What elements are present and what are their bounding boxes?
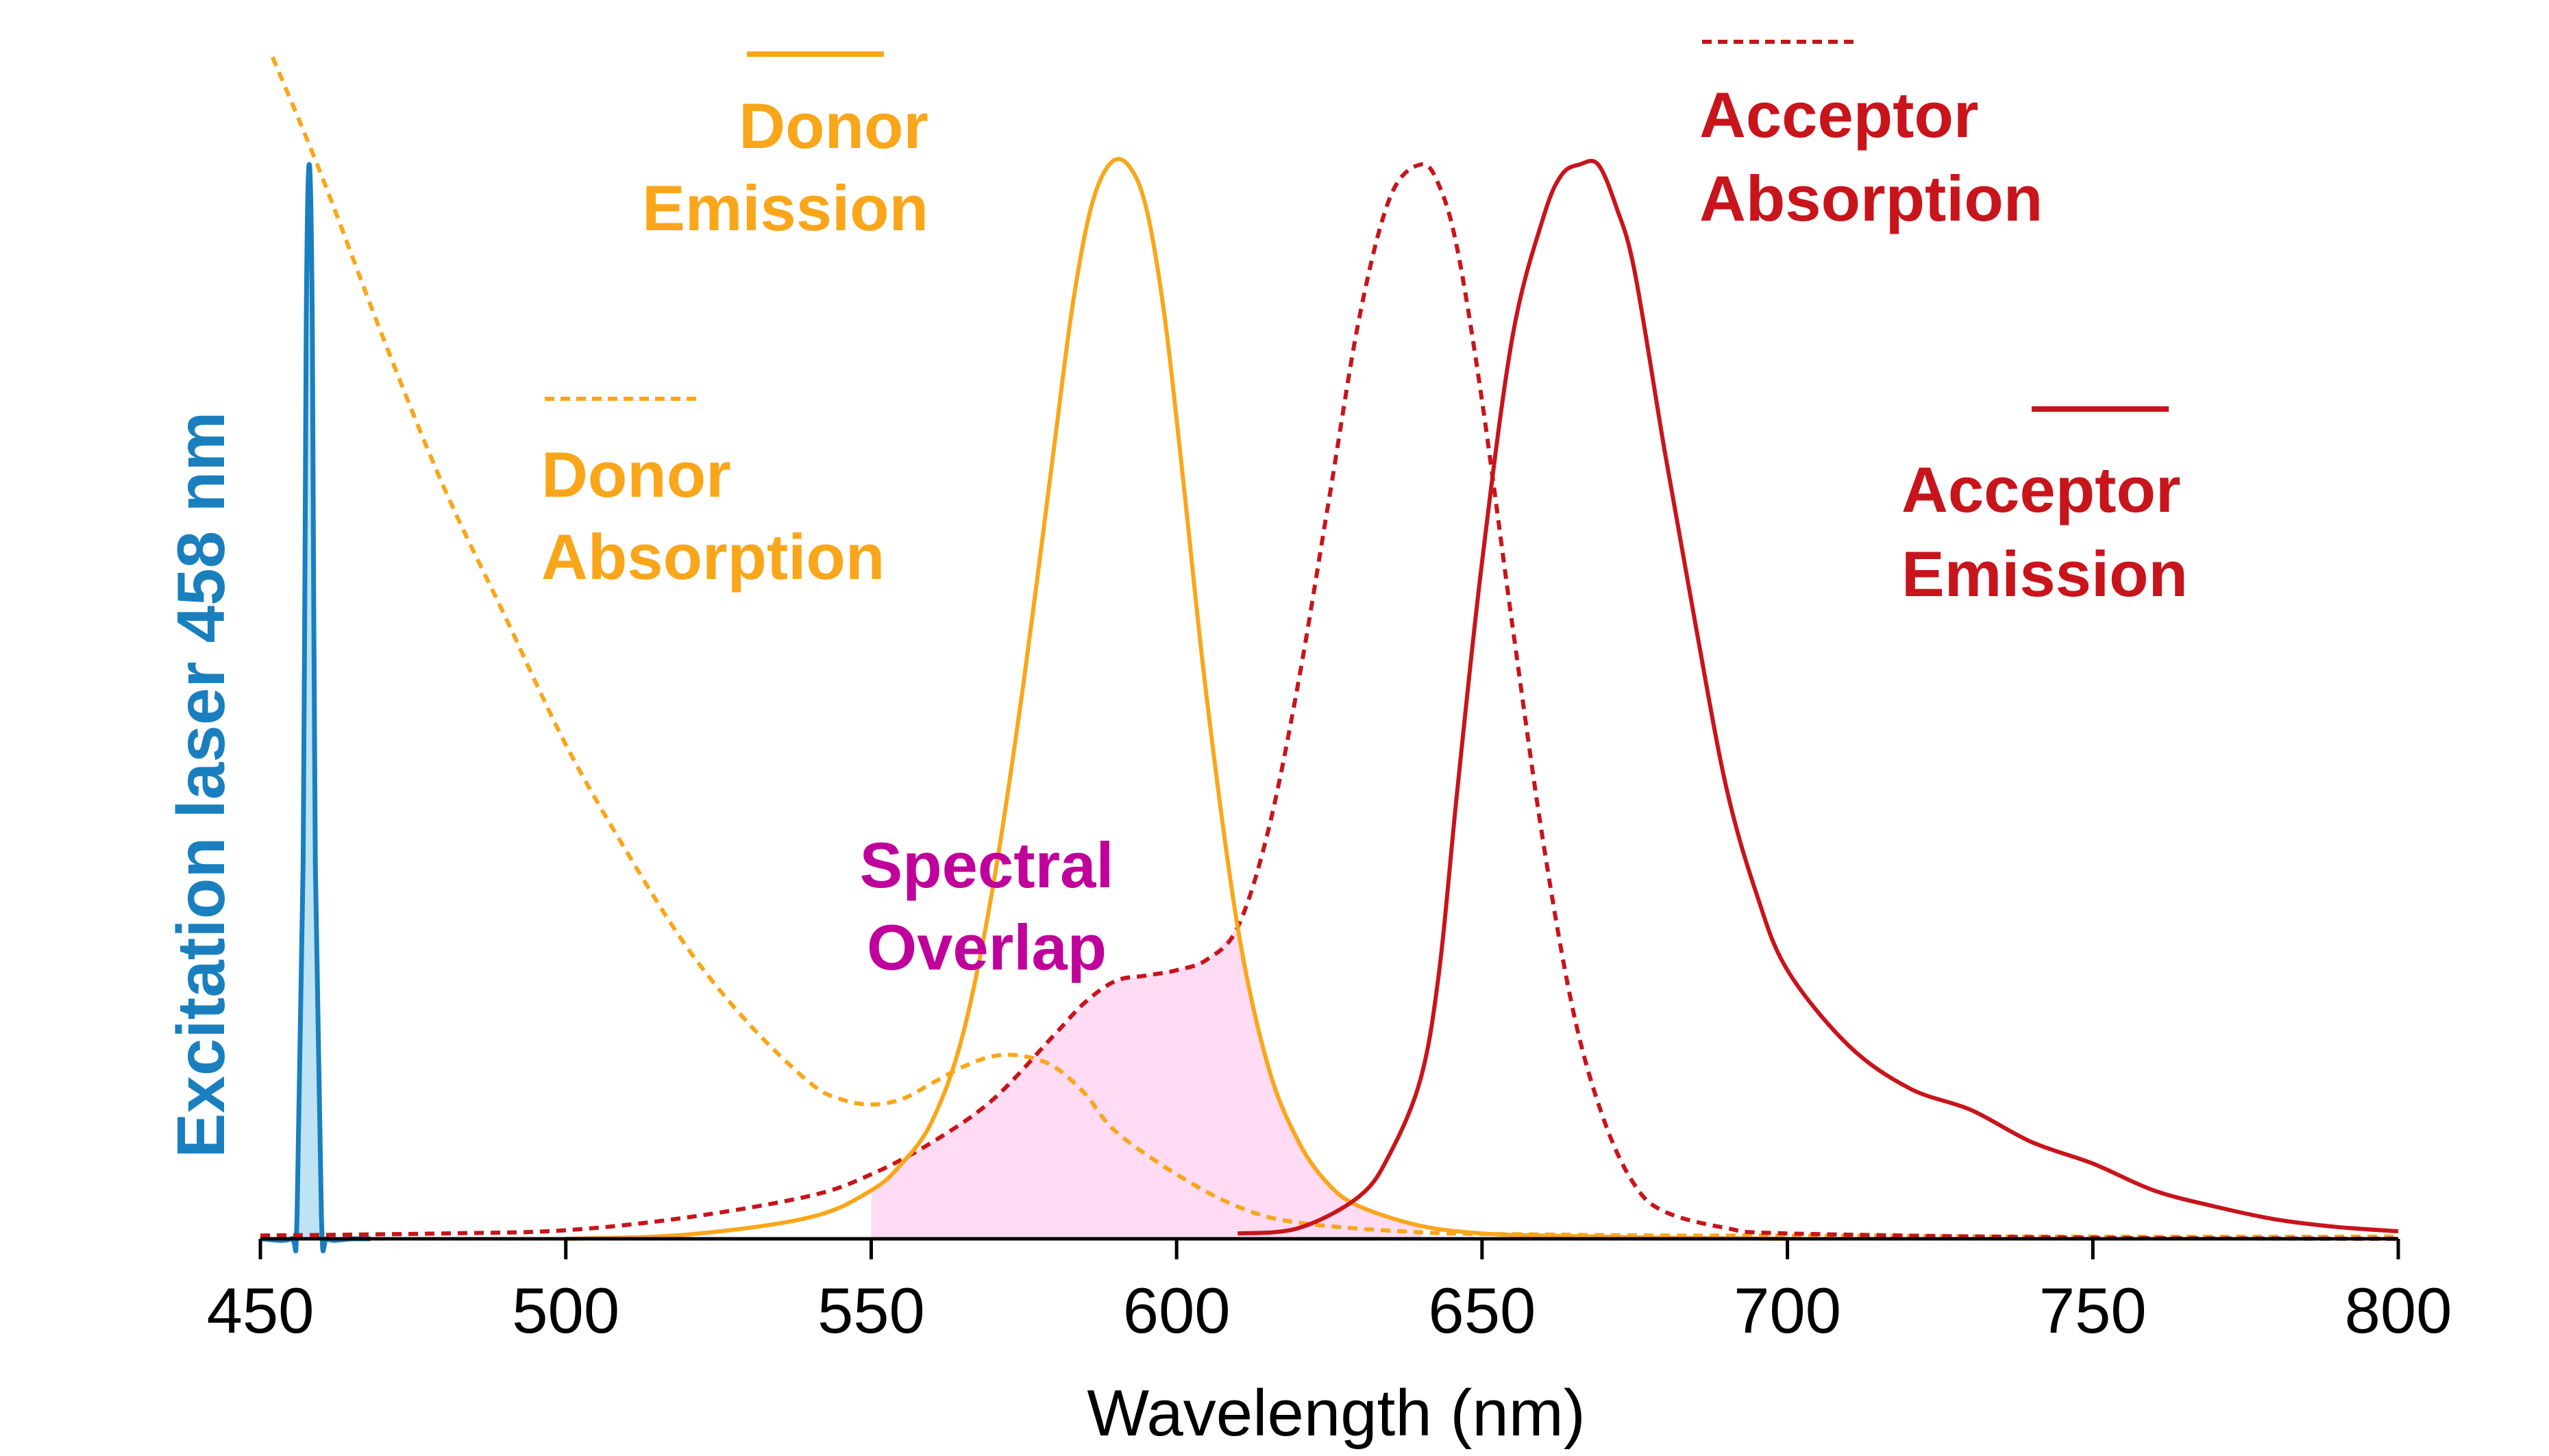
x-axis-title: Wavelength (nm) <box>1087 1377 1585 1450</box>
x-tick-label-600: 600 <box>1123 1274 1231 1346</box>
donor-emission-series <box>565 157 1788 1241</box>
x-tick-label-700: 700 <box>1734 1274 1841 1346</box>
donor-absorption-label-line1: Donor <box>541 439 731 510</box>
spectral-overlap-area-layer <box>871 927 1421 1239</box>
x-tick-label-750: 750 <box>2039 1274 2147 1346</box>
spectral-overlap-label-line2: Overlap <box>867 911 1107 983</box>
x-tick-label-650: 650 <box>1428 1274 1536 1346</box>
acceptor-absorption-label-line1: Acceptor <box>1699 79 1978 151</box>
acceptor-emission-series <box>1237 158 2399 1236</box>
spectral-overlap-label-line1: Spectral <box>860 829 1114 901</box>
series-labels: Donor Emission Donor Absorption Acceptor… <box>163 40 2188 1450</box>
x-tick-label-450: 450 <box>207 1274 315 1346</box>
x-tick-label-800: 800 <box>2345 1274 2452 1346</box>
acceptor-emission-label-line2: Emission <box>1901 538 2188 610</box>
donor-emission-label-line1: Donor <box>739 90 928 162</box>
donor-absorption-series <box>271 56 2399 1239</box>
x-tick-label-550: 550 <box>817 1274 925 1346</box>
acceptor-emission-label-line1: Acceptor <box>1901 454 2180 526</box>
x-axis: 450 500 550 600 650 700 750 800 <box>207 1237 2452 1346</box>
acceptor-absorption-label-line2: Absorption <box>1699 162 2043 234</box>
donor-emission-label-line2: Emission <box>642 172 928 244</box>
y-axis-title-excitation-laser: Excitation laser 458 nm <box>163 412 238 1158</box>
x-tick-label-500: 500 <box>512 1274 619 1346</box>
acceptor-absorption-series <box>260 162 2399 1241</box>
donor-absorption-label-line2: Absorption <box>541 521 885 593</box>
spectral-overlap-area <box>871 927 1421 1239</box>
excitation-laser-fill <box>260 164 371 1251</box>
excitation-laser-series <box>260 162 371 1254</box>
series-layer <box>260 56 2399 1254</box>
